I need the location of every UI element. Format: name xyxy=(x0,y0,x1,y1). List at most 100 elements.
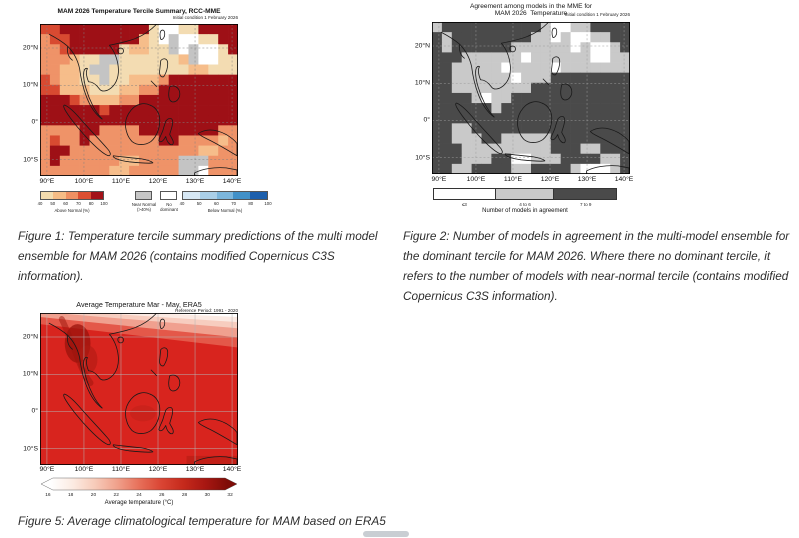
x-tick-label: 120°E xyxy=(148,178,168,185)
figure5-title: Average Temperature Mar - May, ERA5 xyxy=(76,300,202,309)
colorbar-tick-label: 100 xyxy=(264,201,272,206)
x-tick-label: 140°E xyxy=(614,176,634,183)
figure1-title: MAM 2026 Temperature Tercile Summary, RC… xyxy=(57,8,221,15)
colorbar-segment xyxy=(233,192,251,199)
agreement-colorbar xyxy=(433,188,617,200)
colorbar-segment xyxy=(41,192,54,199)
below-normal-label: Below Normal (%) xyxy=(207,208,243,213)
colorbar-segment xyxy=(53,192,66,199)
temperature-tick-label: 16 xyxy=(45,493,51,498)
x-tick-label: 90°E xyxy=(431,176,447,183)
temperature-colorbar xyxy=(40,477,238,491)
figure2-title-line2: MAM 2026 Temperature xyxy=(494,10,568,17)
colorbar-tick-label: 100 xyxy=(100,201,108,206)
agreement-segment-label: 7 to 9 xyxy=(579,202,592,207)
y-tick-label: 20°N xyxy=(22,333,38,341)
x-tick-label: 140°E xyxy=(222,178,242,185)
y-tick-label: 10°N xyxy=(22,370,38,378)
y-tick-label: 10°S xyxy=(23,156,38,164)
colorbar-segment xyxy=(216,192,234,199)
near-normal-label-line2: (>40%) xyxy=(137,207,151,212)
y-tick-label: 0° xyxy=(31,407,39,415)
agreement-segment-label: ≤3 xyxy=(461,202,467,207)
temperature-tick-label: 24 xyxy=(136,493,142,498)
figure5-subtitle: Reference Period: 1991 - 2020 xyxy=(175,308,238,313)
colorbar-segment xyxy=(250,192,267,199)
colorbar-tick-label: 40 xyxy=(179,201,185,206)
colorbar-tick-label: 80 xyxy=(88,201,94,206)
temperature-tick-label: 28 xyxy=(181,493,188,498)
figure2-caption: Figure 2: Number of models in agreement … xyxy=(403,229,790,303)
horizontal-scrollbar-thumb[interactable] xyxy=(363,531,409,537)
colorbar-tick-label: 60 xyxy=(214,201,219,206)
colorbar-tick-label: 70 xyxy=(231,201,236,206)
x-tick-label: 90°E xyxy=(39,466,55,473)
agreement-segment xyxy=(434,189,496,199)
temperature-tick-label: 20 xyxy=(90,493,97,498)
figure2-plot: Agreement among models in the MME for MA… xyxy=(415,0,640,218)
colorbar-tick-label: 50 xyxy=(196,201,202,206)
temperature-tick-label: 26 xyxy=(159,493,165,498)
agreement-segment-labels: ≤3 4 to 6 7 to 9 xyxy=(433,200,617,207)
x-tick-label: 130°E xyxy=(577,176,597,183)
agreement-segment xyxy=(554,189,616,199)
figure5-plot: Average Temperature Mar - May, ERA5 Refe… xyxy=(23,296,260,514)
near-normal-label-line1: Near Normal xyxy=(131,202,157,207)
colorbar-tick-label: 40 xyxy=(37,201,43,206)
y-tick-label: 0° xyxy=(31,118,39,126)
x-tick-label: 140°E xyxy=(222,466,242,473)
figure1-plot: MAM 2026 Temperature Tercile Summary, RC… xyxy=(23,5,272,223)
near-normal-label: Near Normal (>40%) xyxy=(129,202,159,212)
y-tick-label: 10°N xyxy=(414,79,430,87)
no-dominant-label: No dominant xyxy=(154,202,184,212)
figure1-caption: Figure 1: Temperature tercile summary pr… xyxy=(18,229,378,283)
x-tick-label: 120°E xyxy=(148,466,168,473)
y-tick-label: 0° xyxy=(423,116,431,124)
figure2-x-axis: 90°E 100°E 110°E 120°E 130°E 140°E xyxy=(431,176,634,185)
x-tick-label: 120°E xyxy=(540,176,560,183)
figure2-map-image xyxy=(432,22,630,174)
colorbar-segment xyxy=(78,192,91,199)
above-normal-ticks: 40 50 60 70 80 100 xyxy=(37,201,108,207)
colorbar-tick-label: 80 xyxy=(248,201,254,206)
no-dominant-label-line2: dominant xyxy=(160,207,178,212)
y-tick-label: 20°N xyxy=(414,42,430,50)
figure1-y-axis: 20°N 10°N 0° 10°S xyxy=(23,24,39,176)
near-normal-swatch xyxy=(135,191,152,200)
colorbar-segment xyxy=(183,192,200,199)
no-dominant-label-line1: No xyxy=(166,202,172,207)
x-tick-label: 100°E xyxy=(74,466,94,473)
y-tick-label: 10°S xyxy=(415,154,430,162)
temperature-colorbar-label: Average temperature (°C) xyxy=(104,500,174,506)
x-tick-label: 110°E xyxy=(111,466,131,473)
colorbar-tick-label: 70 xyxy=(76,201,81,206)
figure2-title-line1: Agreement among models in the MME for xyxy=(469,3,593,10)
temperature-tick-label: 32 xyxy=(227,493,233,498)
agreement-legend-label: Number of models in agreement xyxy=(482,208,568,214)
x-tick-label: 130°E xyxy=(185,466,205,473)
x-tick-label: 100°E xyxy=(466,176,486,183)
y-tick-label: 10°S xyxy=(23,445,38,453)
colorbar-segment xyxy=(90,192,104,199)
figure1-x-axis: 90°E 100°E 110°E 120°E 130°E 140°E xyxy=(40,178,242,187)
below-normal-ticks: 40 50 60 70 80 100 xyxy=(179,201,272,207)
figure1-map-image xyxy=(40,24,238,176)
colorbar-segment xyxy=(199,192,217,199)
x-tick-label: 100°E xyxy=(74,178,94,185)
colorbar-tick-label: 50 xyxy=(50,201,56,206)
figure1-subtitle: Initial condition 1 February 2026 xyxy=(172,15,238,20)
x-tick-label: 110°E xyxy=(503,176,523,183)
colorbar-segment xyxy=(65,192,79,199)
below-normal-colorbar xyxy=(182,191,268,200)
y-tick-label: 20°N xyxy=(22,44,38,52)
temperature-tick-label: 18 xyxy=(68,493,74,498)
temperature-tick-label: 22 xyxy=(113,493,119,498)
colorbar-tick-label: 60 xyxy=(63,201,68,206)
figure5-y-axis: 20°N 10°N 0° 10°S xyxy=(23,313,39,465)
figure1-legend: 40 50 60 70 80 100 Above Normal (%) Near Norm… xyxy=(37,191,286,221)
temperature-colorbar-ticks: 16 18 20 22 24 26 28 30 32 xyxy=(40,493,238,499)
above-normal-label: Above Normal (%) xyxy=(54,208,90,213)
agreement-segment-label: 4 to 6 xyxy=(519,202,531,207)
figure5-caption: Figure 5: Average climatological tempera… xyxy=(18,514,386,528)
